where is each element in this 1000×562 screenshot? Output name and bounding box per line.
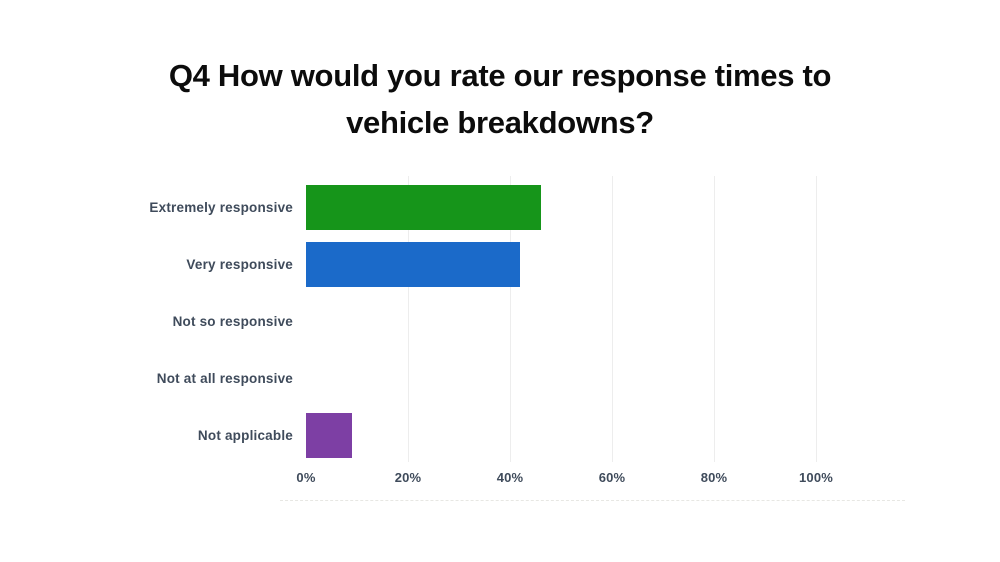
x-tick-label-20%: 20% xyxy=(394,470,422,485)
gridline-100% xyxy=(816,176,817,462)
x-tick-label-80%: 80% xyxy=(700,470,728,485)
x-tick-label-0%: 0% xyxy=(296,470,316,485)
bar-very-responsive xyxy=(306,242,520,287)
category-label-not-so-responsive: Not so responsive xyxy=(172,314,293,329)
chart-title-line2: vehicle breakdowns? xyxy=(346,105,654,140)
bar-extremely-responsive xyxy=(306,185,541,230)
x-tick-label-60%: 60% xyxy=(598,470,626,485)
category-label-very-responsive: Very responsive xyxy=(186,257,293,272)
chart-title: Q4 How would you rate our response times… xyxy=(0,52,1000,146)
scan-artifact-line xyxy=(280,500,905,501)
x-tick-label-100%: 100% xyxy=(798,470,834,485)
x-tick-label-40%: 40% xyxy=(496,470,524,485)
category-label-not-at-all-responsive: Not at all responsive xyxy=(156,371,293,386)
bar-not-applicable xyxy=(306,413,352,458)
gridline-60% xyxy=(612,176,613,462)
category-label-extremely-responsive: Extremely responsive xyxy=(149,200,293,215)
gridline-80% xyxy=(714,176,715,462)
category-label-not-applicable: Not applicable xyxy=(197,428,293,443)
gridline-40% xyxy=(510,176,511,462)
chart-title-line1: Q4 How would you rate our response times… xyxy=(168,58,832,93)
gridline-20% xyxy=(408,176,409,462)
